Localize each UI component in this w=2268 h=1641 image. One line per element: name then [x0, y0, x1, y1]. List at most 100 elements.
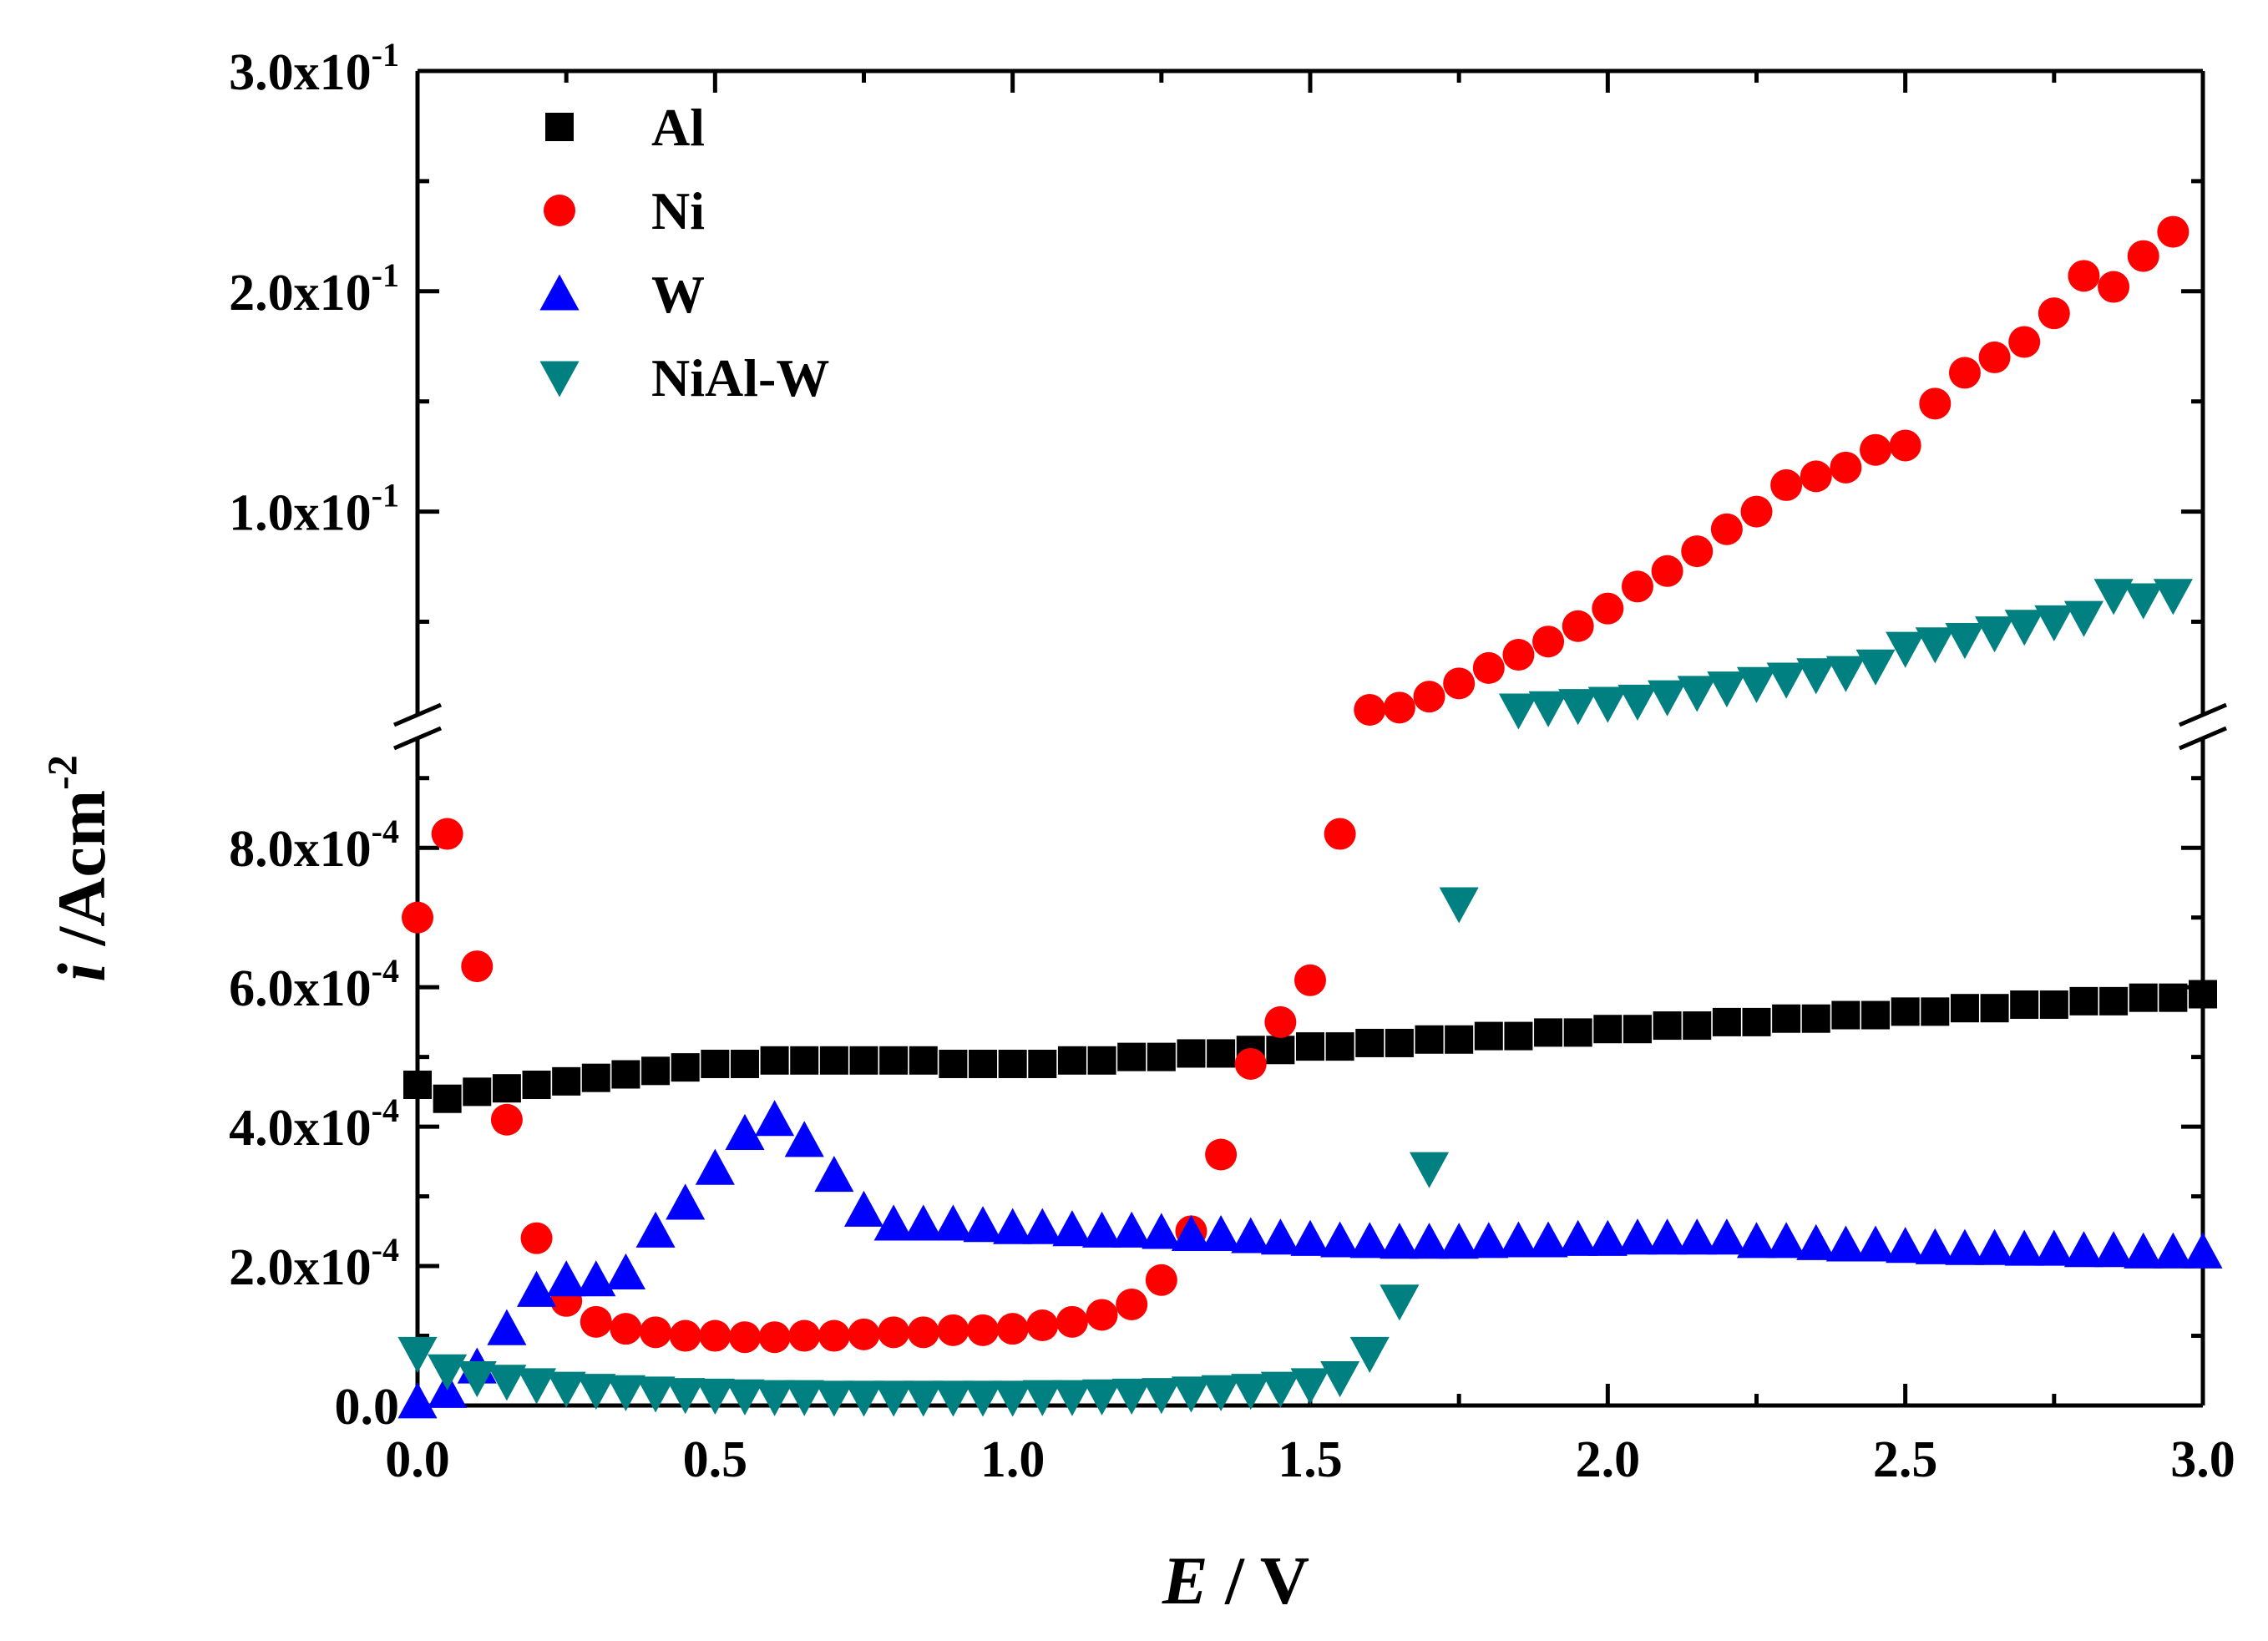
point-al: [1445, 1025, 1474, 1054]
point-w: [1409, 1223, 1450, 1259]
point-nial-w: [1022, 1380, 1062, 1416]
point-ni: [967, 1314, 1000, 1346]
point-ni: [1860, 433, 1892, 466]
point-w: [2034, 1229, 2074, 1266]
point-al: [1891, 997, 1920, 1026]
point-al: [849, 1046, 878, 1075]
point-nial-w: [1736, 666, 1777, 703]
point-ni: [1264, 1005, 1297, 1038]
point-nial-w: [1975, 616, 2015, 653]
point-al: [1474, 1021, 1503, 1051]
point-nial-w: [2153, 579, 2193, 615]
point-nial-w: [2093, 579, 2134, 615]
y-tick-label: 2.0x10-4: [229, 1231, 399, 1296]
point-nial-w: [1290, 1368, 1330, 1405]
point-w: [1528, 1221, 1568, 1258]
point-ni: [1502, 639, 1535, 671]
point-ni: [878, 1316, 910, 1349]
point-nial-w: [1260, 1371, 1300, 1408]
point-nial-w: [516, 1368, 557, 1405]
axis-break-left-1: [393, 726, 442, 751]
point-nial-w: [1320, 1361, 1360, 1398]
point-w: [993, 1208, 1033, 1244]
point-al: [1861, 1000, 1891, 1030]
point-nial-w: [1855, 649, 1896, 686]
point-nial-w: [1498, 693, 1538, 730]
point-nial-w: [1766, 662, 1806, 699]
point-al: [2159, 983, 2188, 1012]
point-al: [1831, 1000, 1860, 1030]
point-w: [2093, 1231, 2134, 1268]
point-al: [1742, 1007, 1771, 1036]
point-nial-w: [963, 1380, 1003, 1417]
point-al: [552, 1066, 581, 1096]
point-al: [819, 1046, 848, 1075]
point-nial-w: [1082, 1379, 1122, 1416]
point-w: [2153, 1232, 2193, 1269]
point-w: [1736, 1222, 1777, 1259]
point-w: [1886, 1227, 1926, 1264]
point-w: [487, 1309, 527, 1345]
point-al: [1266, 1036, 1295, 1065]
point-w: [1142, 1213, 1182, 1249]
point-al: [2010, 990, 2039, 1020]
point-ni: [1562, 610, 1594, 642]
y-tick-exponent: -4: [372, 952, 399, 990]
y-axis-label-exp: -2: [38, 755, 85, 790]
point-ni: [1889, 429, 1921, 462]
point-w: [1796, 1223, 1836, 1260]
point-nial-w: [487, 1365, 527, 1401]
point-w: [1439, 1223, 1479, 1259]
point-w: [2183, 1232, 2223, 1269]
point-al: [1296, 1032, 1324, 1061]
point-ni: [1919, 387, 1952, 420]
point-w: [1111, 1211, 1152, 1248]
point-w: [1707, 1218, 1747, 1255]
point-nial-w: [873, 1380, 914, 1417]
point-nial-w: [2004, 610, 2044, 646]
point-nial-w: [1886, 631, 1926, 668]
point-al: [790, 1046, 819, 1075]
point-ni: [848, 1318, 880, 1350]
y-tick-exponent: -1: [372, 477, 399, 514]
point-nial-w: [933, 1380, 973, 1417]
point-al: [1801, 1004, 1830, 1033]
point-ni: [2098, 271, 2130, 303]
point-ni: [1443, 667, 1476, 700]
point-nial-w: [1648, 680, 1688, 717]
point-ni: [758, 1321, 791, 1354]
point-w: [1498, 1221, 1538, 1258]
x-tick-label: 2.5: [1873, 1431, 1938, 1488]
legend-label-w: W: [651, 265, 705, 324]
point-w: [1290, 1219, 1330, 1256]
point-w: [1766, 1222, 1806, 1259]
point-al: [1712, 1007, 1741, 1036]
point-ni: [1830, 451, 1862, 484]
legend: Al Ni W NiAl-W: [539, 98, 829, 408]
point-al: [909, 1046, 938, 1075]
point-nial-w: [1677, 676, 1717, 712]
point-ni: [1710, 513, 1743, 545]
y-tick-exponent: -4: [372, 813, 399, 850]
point-w: [1558, 1219, 1598, 1256]
point-al: [1653, 1011, 1682, 1041]
point-ni: [2157, 215, 2190, 248]
point-nial-w: [635, 1376, 676, 1413]
point-nial-w: [2063, 600, 2104, 637]
x-tick-label: 1.0: [980, 1431, 1045, 1488]
point-nial-w: [1617, 684, 1658, 721]
point-w: [1915, 1228, 1955, 1264]
point-nial-w: [814, 1380, 854, 1417]
y-tick-label: 2.0x10-1: [229, 256, 399, 322]
point-al: [1385, 1028, 1414, 1057]
point-ni: [2008, 326, 2041, 358]
point-ni: [996, 1313, 1029, 1345]
y-tick-label: 0.0: [335, 1379, 400, 1436]
point-w: [963, 1206, 1003, 1243]
axis-break-right-1: [2179, 726, 2227, 751]
x-tick-label: 1.5: [1278, 1431, 1343, 1488]
point-nial-w: [1111, 1378, 1152, 1416]
y-tick-mantissa: 0.0: [335, 1379, 400, 1436]
data-points: [397, 215, 2223, 1419]
point-nial-w: [2034, 605, 2074, 642]
